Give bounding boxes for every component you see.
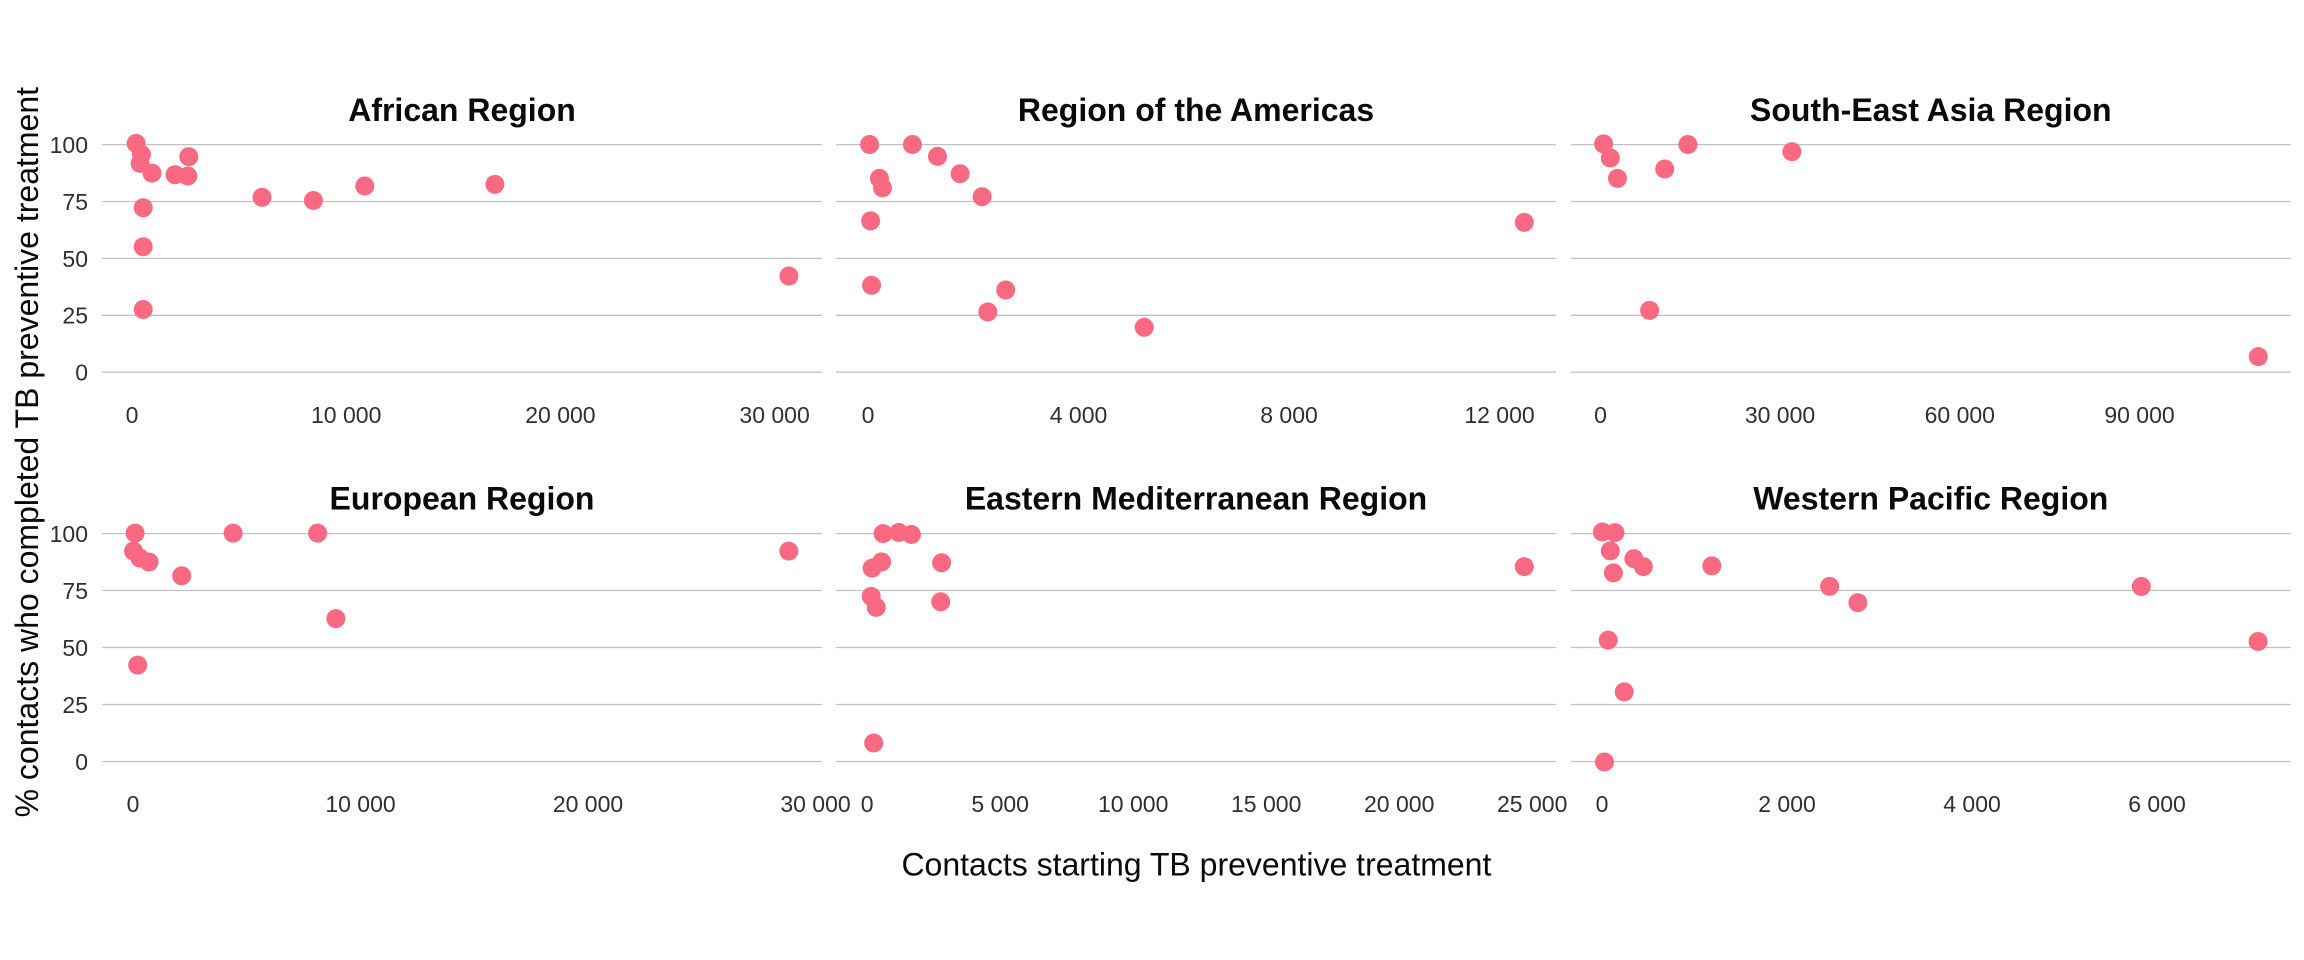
svg-text:100: 100 <box>50 132 88 158</box>
svg-text:5 000: 5 000 <box>971 791 1029 817</box>
svg-text:0: 0 <box>75 360 88 386</box>
svg-text:% contacts who completed TB pr: % contacts who completed TB preventive t… <box>9 87 45 818</box>
svg-text:Western Pacific Region: Western Pacific Region <box>1753 481 2108 517</box>
svg-text:African Region: African Region <box>348 92 576 128</box>
svg-text:20 000: 20 000 <box>525 402 595 428</box>
svg-text:0: 0 <box>861 791 874 817</box>
svg-text:4 000: 4 000 <box>1050 402 1108 428</box>
svg-text:0: 0 <box>862 402 875 428</box>
svg-text:10 000: 10 000 <box>311 402 381 428</box>
svg-text:European Region: European Region <box>330 481 595 517</box>
svg-text:Eastern Mediterranean Region: Eastern Mediterranean Region <box>965 481 1427 517</box>
svg-text:0: 0 <box>126 402 139 428</box>
svg-text:50: 50 <box>62 635 88 661</box>
svg-text:15 000: 15 000 <box>1231 791 1301 817</box>
svg-text:30 000: 30 000 <box>739 402 809 428</box>
svg-text:12 000: 12 000 <box>1464 402 1534 428</box>
svg-text:25: 25 <box>62 303 88 329</box>
svg-text:100: 100 <box>50 521 88 547</box>
svg-text:75: 75 <box>62 189 88 215</box>
svg-text:50: 50 <box>62 246 88 272</box>
svg-text:30 000: 30 000 <box>1745 402 1815 428</box>
svg-text:2 000: 2 000 <box>1758 791 1816 817</box>
svg-text:0: 0 <box>127 791 140 817</box>
svg-text:25 000: 25 000 <box>1497 791 1567 817</box>
svg-text:6 000: 6 000 <box>2128 791 2186 817</box>
svg-text:90 000: 90 000 <box>2104 402 2174 428</box>
svg-text:Region of the Americas: Region of the Americas <box>1018 92 1374 128</box>
svg-text:20 000: 20 000 <box>553 791 623 817</box>
svg-text:75: 75 <box>62 578 88 604</box>
svg-text:0: 0 <box>1596 791 1609 817</box>
svg-text:60 000: 60 000 <box>1925 402 1995 428</box>
svg-text:30 000: 30 000 <box>780 791 850 817</box>
svg-text:8 000: 8 000 <box>1260 402 1318 428</box>
svg-text:0: 0 <box>1594 402 1607 428</box>
svg-text:25: 25 <box>62 692 88 718</box>
svg-text:10 000: 10 000 <box>325 791 395 817</box>
svg-text:20 000: 20 000 <box>1364 791 1434 817</box>
svg-text:Contacts starting TB preventiv: Contacts starting TB preventive treatmen… <box>901 846 1491 882</box>
svg-text:10 000: 10 000 <box>1098 791 1168 817</box>
svg-text:0: 0 <box>75 749 88 775</box>
svg-text:South-East Asia Region: South-East Asia Region <box>1750 92 2112 128</box>
svg-text:4 000: 4 000 <box>1943 791 2001 817</box>
